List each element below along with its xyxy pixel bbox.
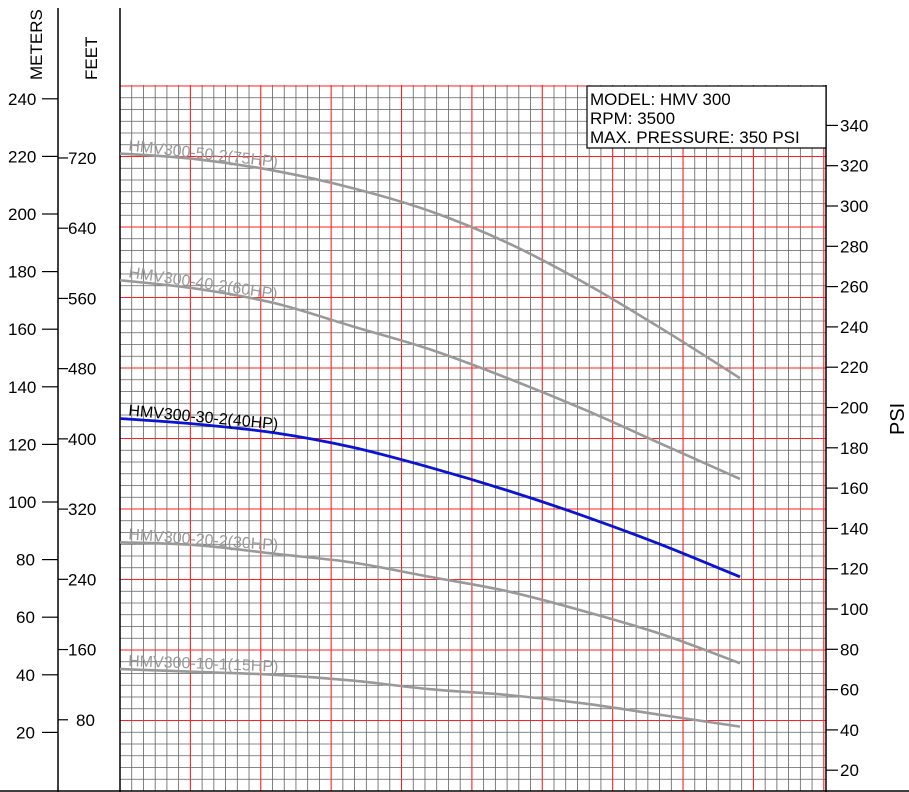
meters-tick-label: 180 xyxy=(8,263,36,282)
psi-tick-label: 120 xyxy=(840,560,868,579)
psi-tick-label: 160 xyxy=(840,479,868,498)
psi-tick-label: 100 xyxy=(840,600,868,619)
info-model: MODEL: HMV 300 xyxy=(590,90,731,109)
psi-tick-label: 40 xyxy=(840,721,859,740)
psi-tick-label: 200 xyxy=(840,399,868,418)
pump-curve-line xyxy=(119,417,741,579)
feet-tick-label: 80 xyxy=(76,711,95,730)
psi-tick-label: 300 xyxy=(840,197,868,216)
psi-tick-label: 180 xyxy=(840,439,868,458)
meters-tick-label: 40 xyxy=(16,666,35,685)
pump-curve-label: HMV300-20-2(30HP) xyxy=(128,526,279,554)
psi-tick-label: 220 xyxy=(840,358,868,377)
axes: METERS FEET PSI xyxy=(0,8,909,792)
meters-tick-label: 200 xyxy=(8,205,36,224)
feet-tick-label: 320 xyxy=(68,500,96,519)
pump-curve-label: HMV300-30-2(40HP) xyxy=(128,403,279,434)
feet-tick-label: 560 xyxy=(68,289,96,308)
pump-curve-line xyxy=(119,152,741,380)
meters-tick-label: 100 xyxy=(8,493,36,512)
meters-tick-label: 240 xyxy=(8,90,36,109)
feet-tick-label: 640 xyxy=(68,219,96,238)
psi-tick-label: 20 xyxy=(840,761,859,780)
pump-curve-line xyxy=(119,278,741,481)
psi-tick-label: 140 xyxy=(840,519,868,538)
feet-tick-label: 400 xyxy=(68,430,96,449)
feet-tick-label: 720 xyxy=(68,149,96,168)
axis-ticks: 20 40 60 80 100 120 140 160 180 200 220 240 80 160 240… xyxy=(8,90,868,780)
meters-axis-label: METERS xyxy=(27,9,46,80)
psi-axis-label: PSI xyxy=(887,403,909,435)
psi-tick-label: 320 xyxy=(840,157,868,176)
model-info-box: MODEL: HMV 300 RPM: 3500 MAX. PRESSURE: … xyxy=(586,85,827,149)
feet-tick-label: 160 xyxy=(68,641,96,660)
meters-tick-label: 220 xyxy=(8,147,36,166)
psi-tick-label: 340 xyxy=(840,116,868,135)
info-max-pressure: MAX. PRESSURE: 350 PSI xyxy=(590,128,800,147)
meters-tick-label: 80 xyxy=(16,551,35,570)
feet-tick-label: 240 xyxy=(68,570,96,589)
psi-tick-label: 260 xyxy=(840,278,868,297)
pump-curve-line xyxy=(119,541,741,665)
meters-tick-label: 20 xyxy=(16,723,35,742)
meters-tick-label: 120 xyxy=(8,435,36,454)
info-rpm: RPM: 3500 xyxy=(590,109,675,128)
meters-tick-label: 60 xyxy=(16,608,35,627)
pump-curve-label: HMV300-50-2(75HP) xyxy=(128,138,279,172)
meters-tick-label: 160 xyxy=(8,320,36,339)
psi-tick-label: 280 xyxy=(840,237,868,256)
psi-tick-label: 60 xyxy=(840,681,859,700)
info-box-frame xyxy=(586,85,827,149)
plot-grid xyxy=(119,85,826,792)
psi-tick-label: 240 xyxy=(840,318,868,337)
meters-tick-label: 140 xyxy=(8,378,36,397)
pump-curve-label: HMV300-10-1(15HP) xyxy=(128,653,279,676)
feet-axis-label: FEET xyxy=(82,37,101,80)
psi-tick-label: 80 xyxy=(840,640,859,659)
feet-tick-label: 480 xyxy=(68,360,96,379)
pump-curve-line xyxy=(119,667,741,728)
